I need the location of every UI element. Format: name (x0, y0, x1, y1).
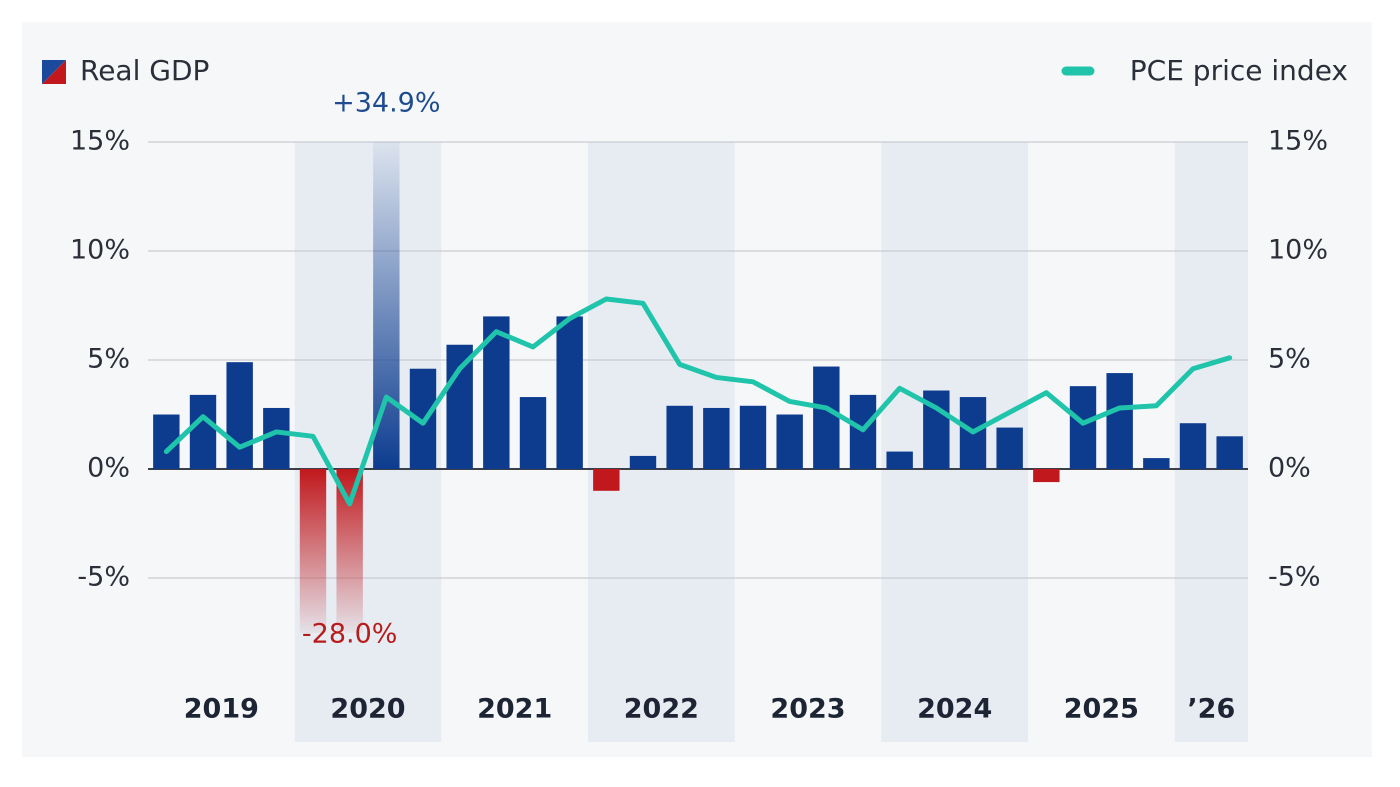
year-label: 2023 (770, 694, 845, 725)
year-label: 2025 (1064, 694, 1139, 725)
bar (629, 455, 657, 469)
y2-tick-label: 5% (1268, 344, 1311, 375)
bar (226, 362, 253, 469)
year-label: 2021 (477, 694, 552, 725)
bar (1179, 423, 1207, 469)
bar (666, 405, 693, 469)
bar (1033, 469, 1060, 483)
bar (519, 397, 547, 469)
year-label: 2022 (624, 694, 699, 725)
bar (189, 394, 217, 469)
bar (263, 407, 290, 469)
bar (556, 316, 583, 469)
y2-tick-label: -5% (1268, 562, 1321, 593)
bar (1143, 458, 1170, 469)
year-label: 2020 (330, 694, 405, 725)
y-tick-label: -5% (77, 562, 130, 593)
year-label: 2024 (917, 694, 992, 725)
y2-tick-label: 0% (1268, 453, 1311, 484)
bar (703, 407, 730, 469)
line (163, 296, 1233, 507)
bar (1106, 373, 1133, 469)
bar (996, 427, 1023, 469)
y2-tick-label: 15% (1268, 126, 1328, 157)
bar (373, 142, 400, 469)
y-tick-label: 15% (70, 126, 130, 157)
bar (446, 344, 473, 469)
legend-label: Real GDP (80, 54, 209, 87)
legend-label: PCE price index (1130, 54, 1348, 87)
value-label: +34.9% (332, 88, 440, 119)
bar (1216, 436, 1243, 469)
legend-swatch-bar (42, 60, 66, 84)
year-label: 2019 (184, 694, 259, 725)
bar (813, 366, 840, 469)
bar (336, 469, 363, 633)
value-label: -28.0% (302, 619, 398, 650)
y-tick-label: 5% (87, 344, 130, 375)
bar (593, 469, 620, 491)
bar (886, 451, 913, 469)
bar (776, 414, 803, 469)
bar (739, 405, 767, 469)
bar (299, 469, 327, 633)
y-tick-label: 10% (70, 235, 130, 266)
y-tick-label: 0% (87, 453, 130, 484)
year-label: ’26 (1187, 694, 1235, 725)
y2-tick-label: 10% (1268, 235, 1328, 266)
bar (1069, 386, 1097, 469)
